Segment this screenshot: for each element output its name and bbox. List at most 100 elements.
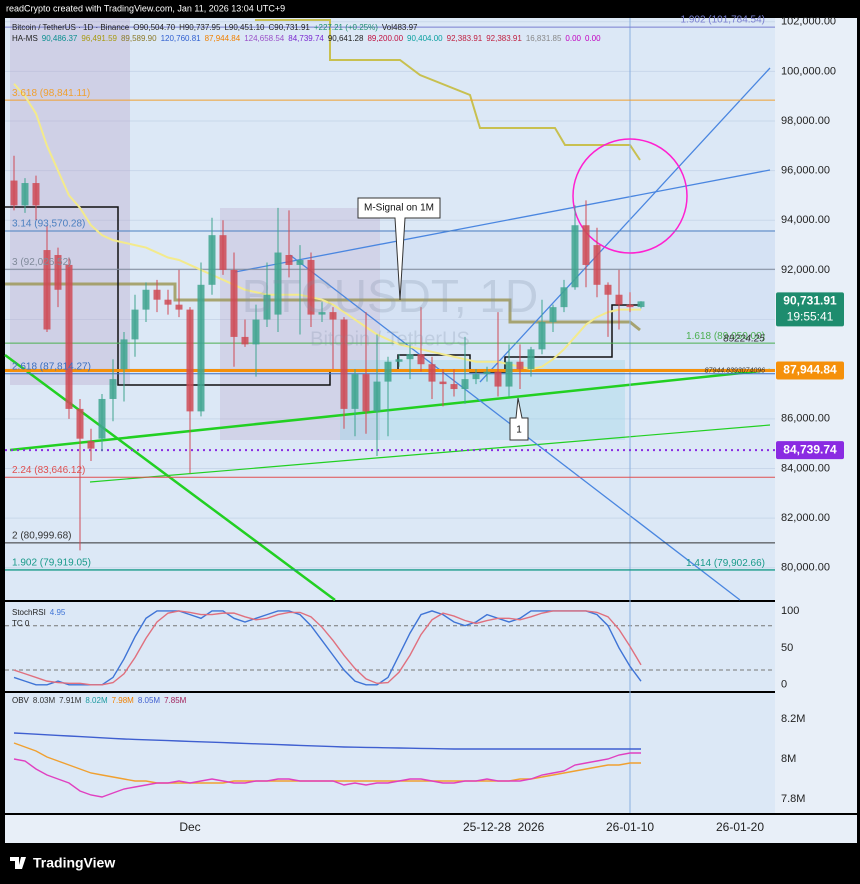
y-tick-label: 80,000.00 [781,562,830,574]
candle-body [461,379,469,390]
legend-text: 124,658.54 [244,34,285,43]
candle-body [626,304,634,308]
legend-value: 8.05M [138,696,161,705]
candle-body [604,284,612,295]
legend-value: 7.85M [164,696,187,705]
candle-body [373,381,381,412]
candle-body [65,264,73,409]
pane-title: StochRSI [12,608,46,617]
credit-line: readCrypto created with TradingView.com,… [6,3,285,13]
legend-value: 7.98M [112,696,135,705]
candle-body [351,374,359,409]
candle-body [252,319,260,345]
candle-body [109,379,117,399]
level-label: 1.618 (89,050.00) [686,331,765,342]
pane-title: OBV [12,696,30,705]
candle-body [307,259,315,315]
candle-body [395,359,403,362]
highlight-circle [572,138,688,254]
logo-text: TradingView [33,855,115,871]
legend-text: C90,731.91 [268,23,310,32]
x-tick-label: Dec [179,820,200,834]
ma-line [13,83,641,371]
candle-body [494,371,502,387]
pane-subtitle: TC 0 [12,619,30,628]
candle-body [43,250,51,330]
watermark-sub: Bitcoin / TetherUS [310,328,470,350]
legend-text: 84,739.74 [288,34,324,43]
price-tag-label: 84,739.74 [783,442,837,456]
candle-body [538,322,546,350]
y-tick-label: 98,000.00 [781,115,830,127]
price-tag [776,292,844,327]
y-tick-label: 84,000.00 [781,462,830,474]
price-note: 89224.25 [723,333,765,344]
candle-body [230,269,238,337]
stair-line [5,206,640,386]
overlay: BTCUSDT, 1D Bitcoin / TetherUS M-Signal … [0,15,860,884]
candle-body [164,299,172,305]
level-label: 1.414 (79,902.66) [686,558,765,569]
candle-body [417,354,425,365]
candle-body [384,361,392,382]
logo-mark [10,857,26,869]
level-label: 1.902 (101,784.54) [680,15,765,26]
candle-body [208,235,216,285]
candle-body [219,235,227,270]
y-tick-label: 7.8M [781,793,805,805]
legend-value: 8.02M [85,696,108,705]
price-note: 87944.8393074096 [705,367,765,374]
candle-body [483,371,491,375]
legend-text: 96,491.59 [81,34,117,43]
x-tick-label: 25-12-28 [463,820,511,834]
candle-body [527,349,535,370]
candle-body [76,408,84,439]
level-label: 2.24 (83,646.12) [12,465,85,476]
candle-body [318,312,326,315]
candle-body [285,255,293,265]
candle-body [582,225,590,265]
candle-body [263,294,271,320]
candle-body [241,336,249,345]
legend-value: 8.03M [33,696,56,705]
candle-body [560,287,568,308]
candle-body [142,289,150,310]
candle-body [186,309,194,412]
series-line [13,610,642,686]
callout [509,397,529,441]
trend-line [234,169,771,273]
legend-text: 90,404.00 [407,34,443,43]
candle-body [54,255,62,290]
legend-text: 0.00 [565,34,581,43]
legend-text: 92,383.91 [486,34,522,43]
candle-body [10,180,18,206]
candle-body [296,259,304,265]
level-label: 3.618 (98,841.11) [12,88,90,99]
candle-body [153,289,161,300]
legend-text: 90,641.28 [328,34,364,43]
y-tick-label: 8.2M [781,713,805,725]
candle-body [439,381,447,385]
level-label: 1.902 (79,919.05) [12,557,91,568]
footer [0,843,860,884]
candle-body [329,312,337,320]
legend-text: H90,737.95 [179,23,221,32]
legend-text: 89,589.90 [121,34,157,43]
trend-line [479,67,771,383]
legend-text: 90,486.37 [42,34,78,43]
marks [10,83,645,798]
x-tick-label: 26-01-20 [716,820,764,834]
candle-body [87,441,95,449]
level-label: 2.618 (87,814.27) [12,361,91,372]
legend-text: 120,760.81 [161,34,202,43]
candle-body [406,354,414,360]
price-pane [5,18,775,600]
price-tag-label: 90,731.91 [783,294,837,308]
legend-value: 4.95 [50,608,66,617]
price-tag [776,361,844,380]
y-tick-label: 94,000.00 [781,214,830,226]
legend-text: 92,383.91 [447,34,483,43]
legend-text: O90,504.70 [133,23,175,32]
y-tick-label: 92,000.00 [781,264,830,276]
